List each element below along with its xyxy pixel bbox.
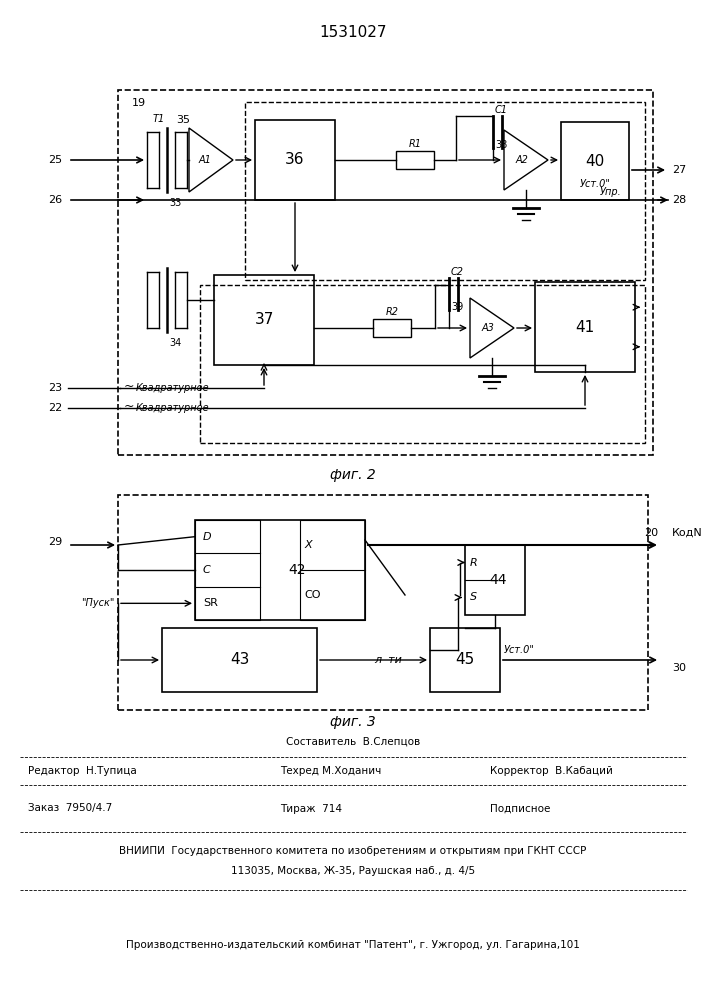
Text: "Пуск": "Пуск" — [81, 598, 114, 608]
Text: 41: 41 — [575, 320, 595, 334]
Text: 37: 37 — [255, 312, 274, 328]
Bar — [162, 628, 317, 692]
Text: S: S — [470, 592, 477, 602]
Text: SR: SR — [203, 598, 218, 608]
Bar — [195, 520, 365, 620]
Text: Уст.0": Уст.0" — [580, 179, 610, 189]
Text: КодN: КодN — [672, 528, 703, 538]
Text: A1: A1 — [199, 155, 211, 165]
Bar — [200, 285, 645, 443]
Bar — [373, 319, 411, 337]
Text: 40: 40 — [585, 153, 604, 168]
Text: 20: 20 — [644, 528, 658, 538]
Text: 30: 30 — [672, 663, 686, 673]
Text: 43: 43 — [230, 652, 249, 668]
Text: R1: R1 — [409, 139, 421, 149]
Bar — [214, 275, 314, 365]
Text: R: R — [470, 558, 478, 568]
Text: 1531027: 1531027 — [320, 25, 387, 40]
Bar — [396, 151, 434, 169]
Text: ~: ~ — [124, 399, 134, 412]
Text: фиг. 2: фиг. 2 — [330, 468, 376, 482]
Text: 23: 23 — [48, 383, 62, 393]
Text: 113035, Москва, Ж-35, Раушская наб., д. 4/5: 113035, Москва, Ж-35, Раушская наб., д. … — [231, 866, 475, 876]
Text: Тираж  714: Тираж 714 — [280, 804, 342, 814]
Text: Упр.: Упр. — [600, 187, 621, 197]
Text: Квадратурное: Квадратурное — [136, 403, 209, 413]
Text: 33: 33 — [169, 198, 181, 208]
Text: 38: 38 — [495, 140, 507, 150]
Bar — [535, 282, 635, 372]
Bar — [245, 102, 645, 280]
Text: Редактор  Н.Тупица: Редактор Н.Тупица — [28, 766, 136, 776]
Bar — [118, 90, 653, 455]
Text: Уст.0": Уст.0" — [504, 645, 535, 655]
Text: 28: 28 — [672, 195, 686, 205]
Text: 42: 42 — [288, 563, 305, 577]
Text: D: D — [203, 532, 211, 542]
Bar — [118, 495, 648, 710]
Bar — [561, 122, 629, 200]
Text: C2: C2 — [451, 267, 464, 277]
Text: 39: 39 — [451, 302, 463, 312]
Bar — [255, 120, 335, 200]
Text: 29: 29 — [48, 537, 62, 547]
Text: A2: A2 — [515, 155, 528, 165]
Text: л  ти: л ти — [374, 655, 402, 665]
Text: CO: CO — [305, 590, 321, 600]
Bar — [195, 520, 259, 620]
Text: R2: R2 — [385, 307, 399, 317]
Text: X: X — [305, 540, 312, 550]
Text: Подписное: Подписное — [490, 804, 550, 814]
Text: Производственно-издательский комбинат "Патент", г. Ужгород, ул. Гагарина,101: Производственно-издательский комбинат "П… — [126, 940, 580, 950]
Text: 22: 22 — [48, 403, 62, 413]
Bar — [300, 520, 365, 620]
Text: 36: 36 — [285, 152, 305, 167]
Text: Техред М.Ходанич: Техред М.Ходанич — [280, 766, 381, 776]
Text: 26: 26 — [48, 195, 62, 205]
Text: 45: 45 — [455, 652, 474, 668]
Text: Корректор  В.Кабаций: Корректор В.Кабаций — [490, 766, 613, 776]
Text: Заказ  7950/4.7: Заказ 7950/4.7 — [28, 804, 112, 814]
Text: 35: 35 — [176, 115, 190, 125]
Bar — [430, 628, 500, 692]
Text: 44: 44 — [489, 573, 507, 587]
Text: C1: C1 — [495, 105, 508, 115]
Text: ВНИИПИ  Государственного комитета по изобретениям и открытиям при ГКНТ СССР: ВНИИПИ Государственного комитета по изоб… — [119, 846, 587, 856]
Text: Составитель  В.Слепцов: Составитель В.Слепцов — [286, 737, 420, 747]
Text: T1: T1 — [153, 114, 165, 124]
Text: 25: 25 — [48, 155, 62, 165]
Text: C: C — [203, 565, 211, 575]
Text: 34: 34 — [169, 338, 181, 348]
Text: A3: A3 — [481, 323, 494, 333]
Text: ~: ~ — [124, 379, 134, 392]
Bar — [465, 545, 525, 615]
Text: фиг. 3: фиг. 3 — [330, 715, 376, 729]
Text: 27: 27 — [672, 165, 686, 175]
Text: 19: 19 — [132, 98, 146, 108]
Text: Квадратурное: Квадратурное — [136, 383, 209, 393]
